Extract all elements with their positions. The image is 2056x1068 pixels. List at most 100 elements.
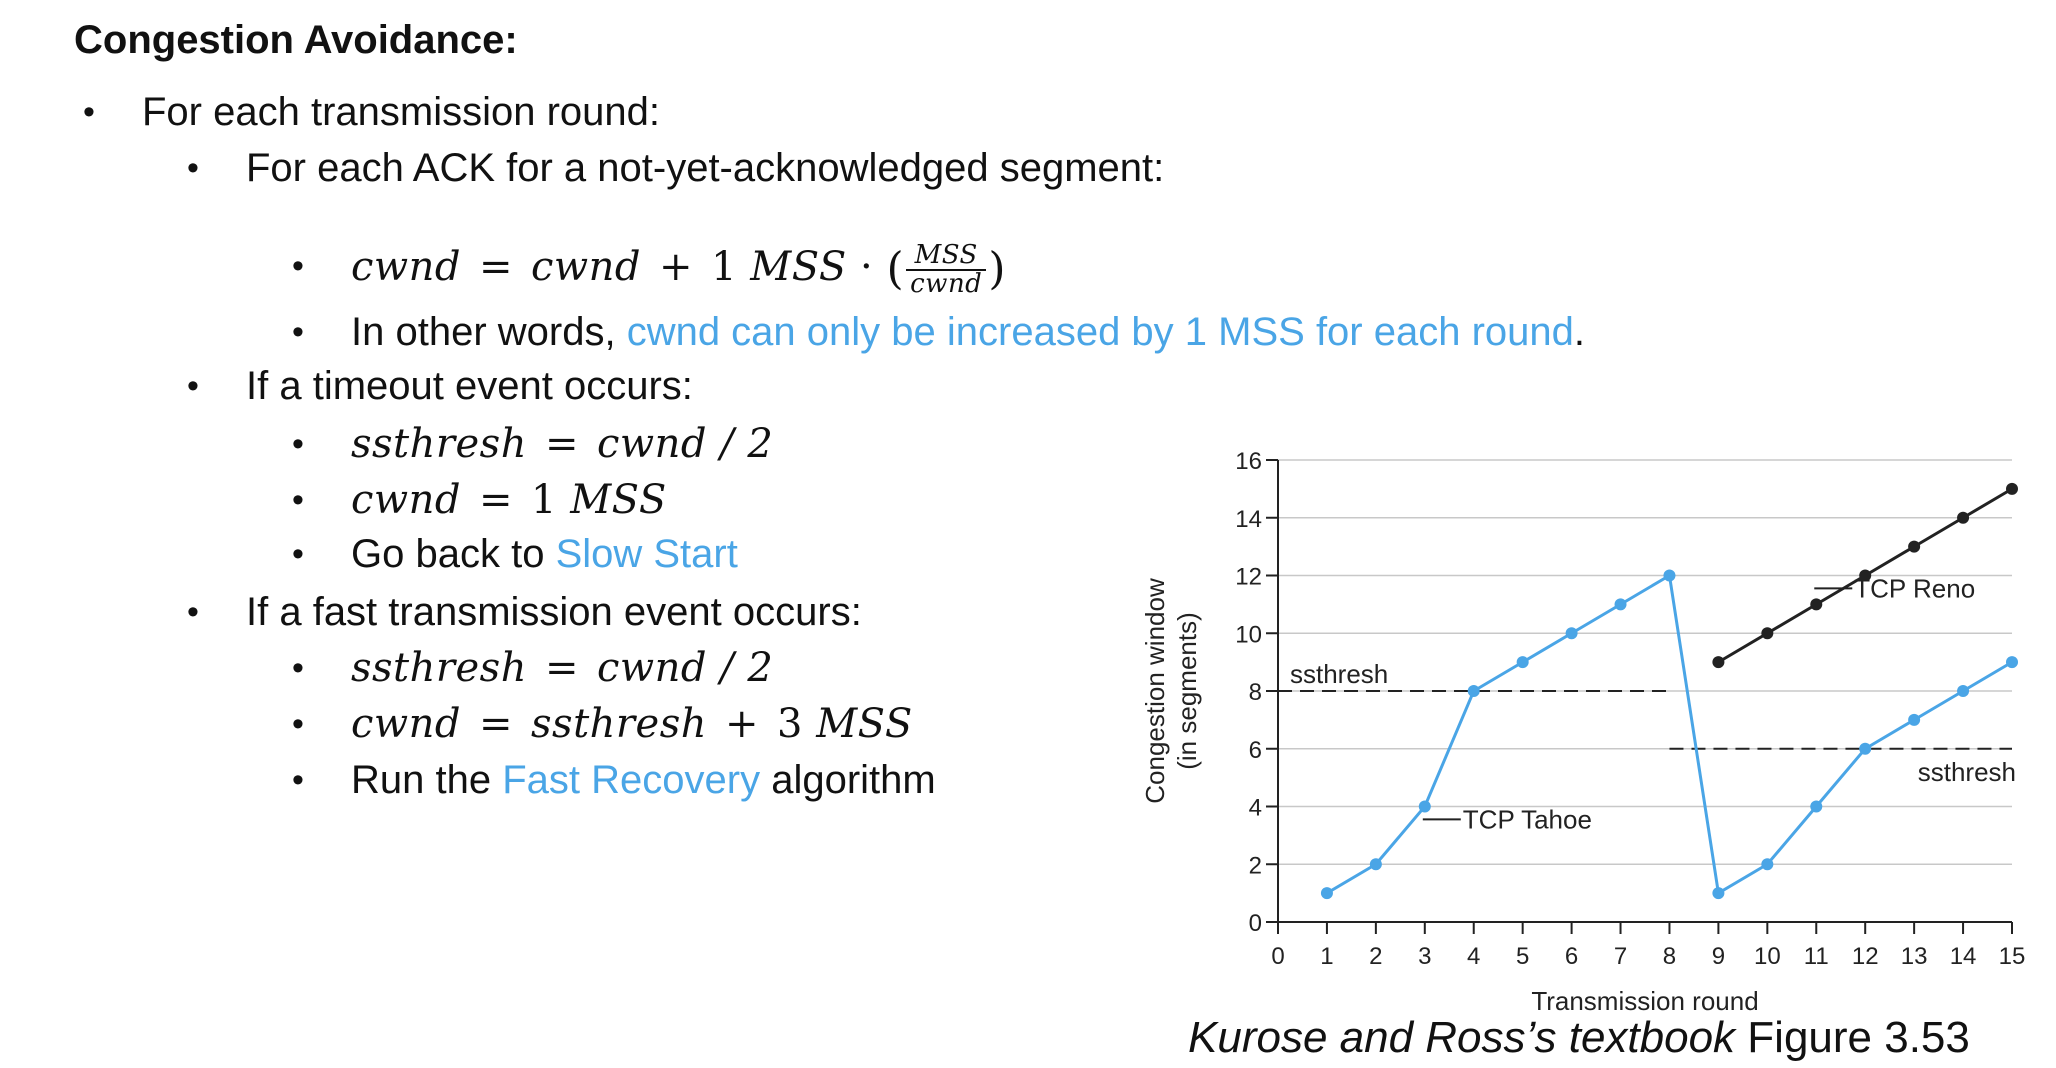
formula-operator: =	[544, 645, 579, 691]
bullet-icon: •	[292, 649, 304, 687]
data-point	[1761, 858, 1774, 871]
bullet-text: For each transmission round:	[142, 90, 661, 134]
x-tick-label: 10	[1754, 943, 1781, 970]
bullet-icon: •	[187, 149, 199, 187]
bullet-goback: • Go back to Slow Start	[283, 530, 738, 578]
y-tick-label: 14	[1235, 506, 1262, 533]
highlight-text: Slow Start	[555, 532, 738, 576]
formula-operator: =	[479, 701, 514, 747]
x-tick-label: 5	[1516, 943, 1529, 970]
bullet-fast-ssthresh: • ssthresh = cwnd / 2	[283, 644, 773, 692]
bullet-icon: •	[292, 313, 304, 351]
data-point	[1663, 569, 1676, 582]
bullet-fast: • If a fast transmission event occurs:	[178, 588, 862, 636]
formula-number: 1	[711, 244, 738, 291]
data-point	[1859, 569, 1872, 582]
bullet-formula-cwnd-increase: • cwnd = cwnd +1 MSS · (MSS cwnd)	[283, 241, 1006, 299]
bullet-icon: •	[292, 705, 304, 743]
data-point	[1908, 540, 1921, 553]
x-tick-label: 15	[1999, 943, 2026, 970]
data-point	[1467, 685, 1480, 697]
x-tick-label: 2	[1369, 943, 1382, 970]
formula-term: cwnd / 2	[597, 645, 774, 691]
formula-term: cwnd	[351, 477, 462, 523]
x-tick-label: 14	[1950, 943, 1977, 970]
y-axis-label-units: (in segments)	[1172, 612, 1202, 770]
slide-heading: Congestion Avoidance:	[74, 18, 518, 62]
formula-term: MSS	[570, 477, 667, 523]
formula-operator: +	[725, 701, 760, 747]
data-point	[1369, 858, 1382, 871]
formula-number: 1	[531, 477, 557, 523]
data-point	[1810, 800, 1823, 813]
data-point	[1418, 800, 1431, 813]
formula-number: 3	[777, 701, 803, 747]
x-tick-label: 11	[1804, 943, 1829, 970]
highlight-text: cwnd can only be increased by 1 MSS for …	[626, 310, 1574, 354]
figure-caption: Kurose and Ross’s textbook Figure 3.53	[1188, 1012, 1970, 1065]
data-point	[1565, 627, 1578, 640]
bullet-icon: •	[292, 535, 304, 573]
text-suffix: .	[1573, 310, 1586, 354]
bullet-text: Run the Fast Recovery algorithm	[351, 758, 936, 802]
formula-timeout-ssthresh: ssthresh = cwnd / 2	[351, 421, 773, 467]
formula-operator: +	[659, 244, 694, 291]
formula-cwnd-increase: cwnd = cwnd +1 MSS · (MSS cwnd)	[351, 241, 1006, 298]
fraction-denominator: cwnd	[910, 269, 983, 300]
caption-source: Kurose and Ross’s textbook	[1188, 1013, 1736, 1062]
bullet-icon: •	[292, 761, 304, 799]
data-point	[1712, 656, 1725, 669]
bullet-timeout-cwnd: • cwnd = 1 MSS	[283, 476, 667, 524]
formula-term: cwnd	[351, 701, 462, 747]
bullet-transmission-round: • For each transmission round:	[74, 88, 660, 136]
bullet-ack: • For each ACK for a not-yet-acknowledge…	[178, 144, 1164, 192]
ssthresh-label: ssthresh	[1918, 757, 2016, 787]
x-tick-label: 13	[1901, 943, 1928, 970]
x-tick-label: 8	[1663, 943, 1676, 970]
data-point	[1859, 742, 1872, 755]
bullet-fast-cwnd: • cwnd = ssthresh +3 MSS	[283, 700, 913, 748]
bullet-timeout: • If a timeout event occurs:	[178, 362, 693, 410]
formula-operator: =	[479, 477, 514, 523]
formula-term: ssthresh	[531, 701, 708, 747]
caption-figure: Figure 3.53	[1735, 1013, 1970, 1062]
y-tick-label: 12	[1235, 564, 1262, 591]
series-annotation: TCP Reno	[1854, 573, 1975, 603]
series-line-tcp-tahoe	[1326, 573, 2013, 896]
formula-operator: =	[544, 421, 579, 467]
fraction-numerator: MSS	[906, 241, 987, 272]
bullet-text: If a fast transmission event occurs:	[246, 590, 862, 634]
data-point	[1320, 887, 1333, 900]
formula-operator: ·	[860, 244, 874, 291]
x-tick-label: 9	[1712, 943, 1725, 970]
bullet-timeout-ssthresh: • ssthresh = cwnd / 2	[283, 420, 773, 468]
data-point	[2006, 482, 2018, 495]
data-point	[1957, 511, 1970, 524]
x-tick-label: 7	[1614, 943, 1627, 970]
y-axis-label: Congestion window	[1140, 578, 1170, 804]
formula-term: cwnd / 2	[597, 421, 774, 467]
formula-term: ssthresh	[351, 421, 527, 467]
x-tick-label: 12	[1852, 943, 1879, 970]
bullet-other-words: • In other words, cwnd can only be incre…	[283, 308, 1585, 356]
text-suffix: algorithm	[760, 758, 936, 802]
bullet-text: For each ACK for a not-yet-acknowledged …	[246, 146, 1165, 190]
y-tick-label: 10	[1235, 621, 1262, 648]
highlight-text: Fast Recovery	[502, 758, 761, 802]
bullet-icon: •	[292, 425, 304, 463]
data-point	[1614, 598, 1627, 611]
formula-term: cwnd	[531, 244, 642, 291]
text-prefix: Go back to	[351, 532, 556, 576]
y-tick-label: 4	[1249, 795, 1262, 822]
data-point	[2006, 656, 2018, 669]
y-tick-label: 2	[1249, 852, 1262, 879]
formula-fast-ssthresh: ssthresh = cwnd / 2	[351, 645, 773, 691]
x-tick-label: 4	[1467, 943, 1480, 970]
bullet-text: Go back to Slow Start	[351, 532, 738, 576]
x-tick-label: 0	[1271, 943, 1284, 970]
bullet-icon: •	[187, 367, 199, 405]
y-tick-label: 6	[1249, 737, 1262, 764]
x-tick-label: 3	[1418, 943, 1431, 970]
data-point	[1957, 685, 1970, 697]
